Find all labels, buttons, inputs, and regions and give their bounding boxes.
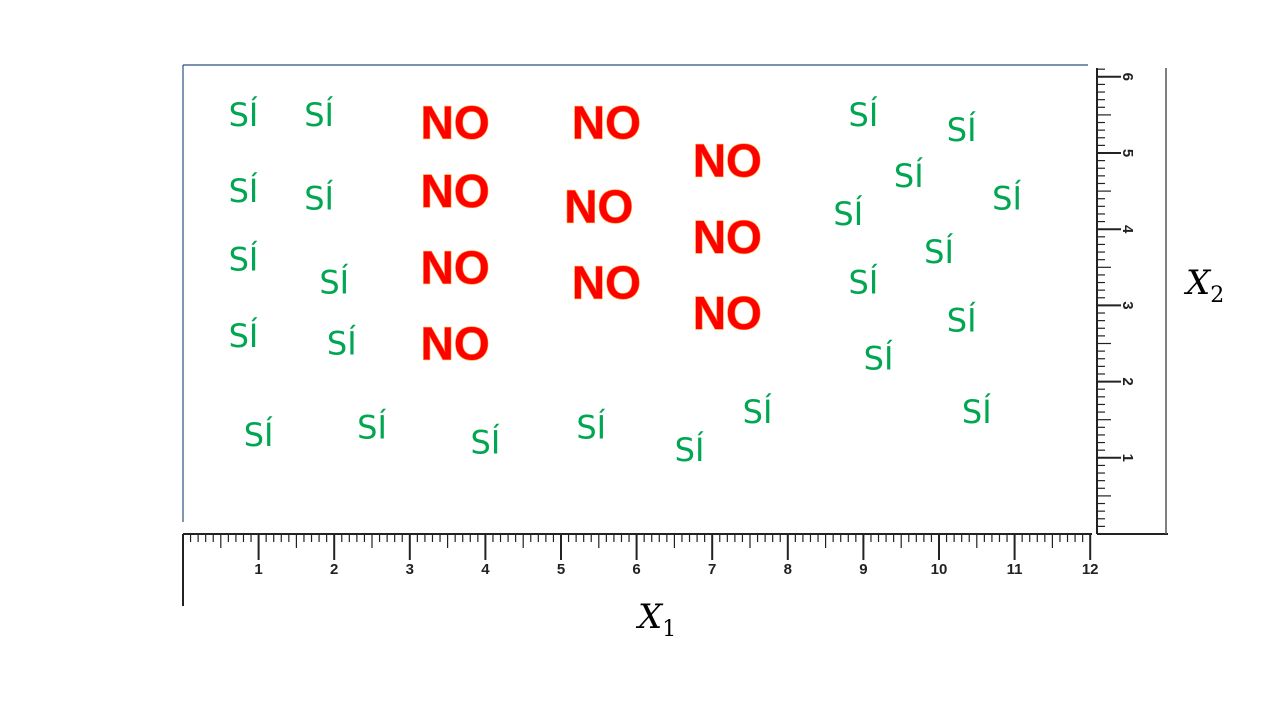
point-no: NO xyxy=(572,257,641,309)
point-si: SÍ xyxy=(864,340,894,378)
y-axis-ruler: 1 2 3 4 5 6 xyxy=(1096,68,1168,535)
point-no: NO xyxy=(421,241,490,293)
point-si: SÍ xyxy=(947,111,977,149)
point-si: SÍ xyxy=(229,96,259,134)
point-si: SÍ xyxy=(327,325,357,363)
x-tick-label: 11 xyxy=(1007,561,1023,578)
x-axis-ruler: 1 2 3 4 5 6 7 8 9 10 11 12 xyxy=(182,533,1099,606)
point-si: SÍ xyxy=(962,393,992,431)
y-axis-label: X2 xyxy=(1183,263,1224,308)
x-axis-label: X1 xyxy=(635,597,676,642)
y-tick-label: 4 xyxy=(1119,225,1136,234)
y-tick-label: 2 xyxy=(1119,377,1136,385)
point-no: NO xyxy=(564,180,633,232)
point-si: SÍ xyxy=(304,180,334,218)
x-tick-label: 12 xyxy=(1082,561,1099,578)
point-si: SÍ xyxy=(849,264,879,302)
point-no: NO xyxy=(421,318,490,370)
point-si: SÍ xyxy=(229,172,259,210)
point-si: SÍ xyxy=(947,302,977,340)
plot-frame xyxy=(182,64,1088,522)
point-no: NO xyxy=(693,135,762,187)
point-si: SÍ xyxy=(229,317,259,355)
point-si: SÍ xyxy=(471,424,501,462)
point-si: SÍ xyxy=(244,416,274,454)
point-no: NO xyxy=(572,97,641,149)
x-tick-label: 10 xyxy=(931,561,948,578)
point-no: NO xyxy=(693,211,762,263)
y-tick-label: 1 xyxy=(1119,454,1136,462)
x-tick-label: 3 xyxy=(406,561,414,578)
point-si: SÍ xyxy=(992,180,1022,218)
point-si: SÍ xyxy=(229,241,259,279)
point-si: SÍ xyxy=(849,96,879,134)
point-no: NO xyxy=(693,287,762,339)
x-tick-label: 6 xyxy=(632,561,640,578)
y-tick-label: 5 xyxy=(1119,149,1136,157)
y-tick-label: 3 xyxy=(1119,301,1136,309)
point-no: NO xyxy=(421,97,490,149)
x-tick-label: 8 xyxy=(784,561,792,578)
x-tick-label: 4 xyxy=(481,561,490,578)
point-si: SÍ xyxy=(894,157,924,195)
point-si: SÍ xyxy=(675,431,705,469)
point-si: SÍ xyxy=(304,96,334,134)
x-tick-label: 7 xyxy=(708,561,716,578)
point-si: SÍ xyxy=(743,393,773,431)
point-si: SÍ xyxy=(924,233,954,271)
point-si: SÍ xyxy=(833,195,863,233)
point-si: SÍ xyxy=(319,264,349,302)
point-si: SÍ xyxy=(576,408,606,446)
x-tick-label: 5 xyxy=(557,561,565,578)
x-tick-label: 9 xyxy=(859,561,867,578)
x-tick-label: 2 xyxy=(330,561,338,578)
point-no: NO xyxy=(421,165,490,217)
y-tick-label: 6 xyxy=(1119,73,1136,81)
x-tick-label: 1 xyxy=(254,561,262,578)
point-si: SÍ xyxy=(357,408,387,446)
